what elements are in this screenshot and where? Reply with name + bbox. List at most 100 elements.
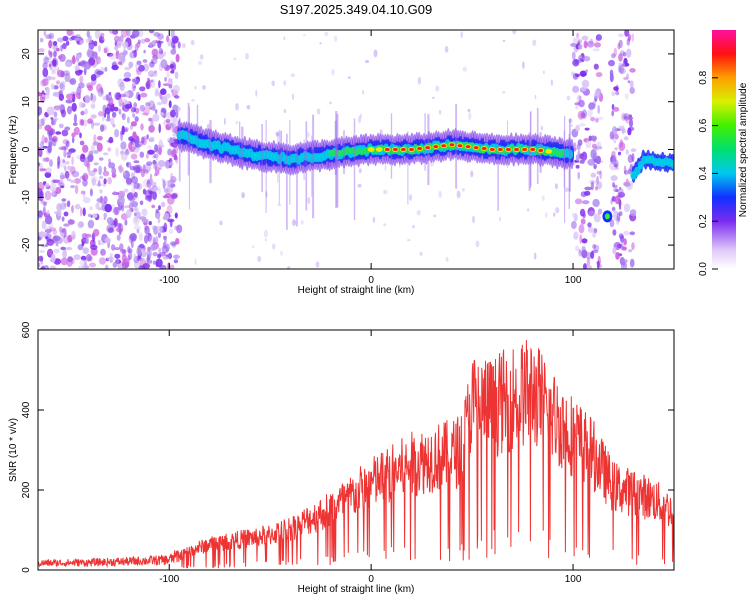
noise-speckle xyxy=(130,146,137,150)
noise-speckle xyxy=(65,40,70,46)
noise-speckle xyxy=(64,165,67,172)
noise-speckle xyxy=(130,153,138,160)
noise-speckle xyxy=(114,128,120,138)
noise-speckle xyxy=(167,218,175,223)
noise-speckle xyxy=(42,206,46,216)
noise-speckle xyxy=(48,40,52,49)
noise-speckle xyxy=(59,82,64,90)
noise-speckle xyxy=(241,192,245,199)
noise-speckle xyxy=(38,255,44,262)
noise-speckle xyxy=(92,95,96,102)
noise-speckle xyxy=(590,172,597,178)
noise-speckle xyxy=(97,44,101,53)
noise-speckle xyxy=(407,239,411,242)
noise-speckle xyxy=(614,147,618,151)
noise-speckle xyxy=(43,30,47,37)
noise-speckle xyxy=(173,156,178,161)
noise-speckle xyxy=(578,99,585,108)
y-tick-label: 20 xyxy=(21,48,32,60)
noise-speckle xyxy=(41,220,47,230)
y-tick-label: 0 xyxy=(21,567,32,573)
noise-speckle xyxy=(84,233,92,238)
noise-speckle xyxy=(198,60,203,65)
noise-speckle xyxy=(629,258,635,268)
noise-speckle xyxy=(593,145,598,152)
noise-speckle xyxy=(62,249,67,259)
noise-speckle xyxy=(300,220,304,225)
noise-speckle xyxy=(235,120,239,125)
noise-speckle xyxy=(99,124,105,132)
noise-speckle xyxy=(123,91,130,98)
noise-speckle xyxy=(468,112,472,121)
noise-speckle xyxy=(79,75,84,83)
noise-speckle xyxy=(42,78,49,86)
noise-speckle xyxy=(134,206,139,212)
noise-speckle xyxy=(38,210,43,218)
noise-speckle xyxy=(152,159,157,165)
noise-speckle xyxy=(175,156,179,164)
noise-speckle xyxy=(40,197,44,202)
noise-speckle xyxy=(43,114,47,123)
noise-speckle xyxy=(162,179,166,190)
noise-speckle xyxy=(123,71,132,79)
noise-speckle xyxy=(120,131,123,142)
noise-speckle xyxy=(71,31,75,37)
noise-speckle xyxy=(611,91,615,97)
noise-speckle xyxy=(160,201,166,208)
noise-speckle xyxy=(566,95,571,101)
noise-speckle xyxy=(114,45,118,51)
noise-speckle xyxy=(73,126,80,136)
noise-speckle xyxy=(82,263,89,269)
noise-speckle xyxy=(611,206,616,212)
noise-speckle xyxy=(623,182,632,187)
noise-speckle xyxy=(581,249,588,259)
noise-speckle xyxy=(625,63,629,66)
noise-speckle xyxy=(147,149,155,155)
noise-speckle xyxy=(140,257,146,264)
noise-speckle xyxy=(152,104,156,112)
noise-speckle xyxy=(39,168,47,172)
noise-speckle xyxy=(128,61,134,68)
noise-speckle xyxy=(88,150,94,156)
noise-speckle xyxy=(111,173,117,178)
noise-speckle xyxy=(133,191,138,198)
noise-speckle xyxy=(292,219,297,227)
noise-speckle xyxy=(140,136,145,144)
noise-speckle xyxy=(88,170,96,177)
noise-speckle xyxy=(171,193,178,200)
noise-speckle xyxy=(112,30,119,35)
noise-speckle xyxy=(45,57,53,60)
noise-speckle xyxy=(148,30,155,34)
colorbar-gradient xyxy=(712,30,736,269)
noise-speckle xyxy=(629,68,636,73)
ridge-hotspot xyxy=(409,148,414,151)
noise-speckle xyxy=(96,83,103,93)
noise-speckle xyxy=(303,34,307,37)
noise-speckle xyxy=(117,99,122,104)
noise-speckle xyxy=(47,249,53,256)
noise-speckle xyxy=(593,63,599,70)
noise-speckle xyxy=(522,61,525,69)
noise-speckle xyxy=(66,154,71,159)
noise-speckle xyxy=(59,158,67,168)
noise-speckle xyxy=(540,125,544,131)
noise-speckle xyxy=(372,216,375,223)
snr-series-line xyxy=(38,339,674,569)
noise-speckle xyxy=(579,70,587,77)
noise-speckle xyxy=(577,150,581,156)
noise-speckle xyxy=(623,203,631,213)
noise-speckle xyxy=(167,180,172,188)
snr-plot-area xyxy=(38,330,674,570)
noise-speckle xyxy=(38,231,46,238)
noise-speckle xyxy=(609,219,615,228)
noise-speckle xyxy=(572,58,580,67)
noise-speckle xyxy=(194,85,197,90)
noise-speckle xyxy=(627,168,632,175)
noise-speckle xyxy=(71,170,80,178)
noise-speckle xyxy=(140,123,144,131)
noise-speckle xyxy=(61,198,67,202)
noise-speckle xyxy=(360,113,362,119)
colorbar: 0.0 0.2 0.4 0.6 0.8 Normalized spectral ampl… xyxy=(698,30,749,276)
noise-speckle xyxy=(174,95,180,99)
noise-speckle xyxy=(87,85,94,92)
